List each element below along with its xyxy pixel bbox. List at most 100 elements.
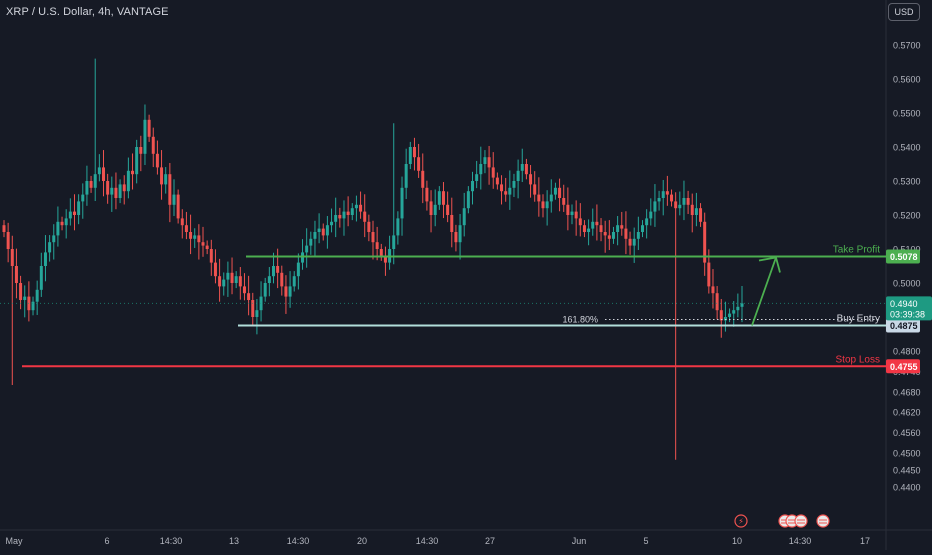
currency-button[interactable]: USD <box>888 3 920 21</box>
candle-body <box>520 164 524 171</box>
candle-body <box>504 191 508 195</box>
current-price-label: 0.4940 <box>890 299 918 309</box>
candle-body <box>524 164 528 175</box>
candle-body <box>14 266 18 283</box>
candle-body <box>317 228 321 232</box>
us-flag-icon[interactable] <box>794 514 808 528</box>
price-tick-label: 0.4400 <box>893 483 921 493</box>
candle-body <box>491 167 495 178</box>
candle-body <box>674 201 678 209</box>
price-tick-label: 0.4560 <box>893 428 921 438</box>
candle-body <box>247 293 251 300</box>
candle-body <box>114 187 118 198</box>
candle-body <box>458 225 462 243</box>
candle-body <box>715 293 719 311</box>
price-tick-label: 0.4500 <box>893 449 921 459</box>
candle-body <box>582 225 586 232</box>
candle-body <box>296 262 300 277</box>
price-tick-label: 0.5700 <box>893 41 921 51</box>
candle-body <box>421 170 425 188</box>
take-profit-price-label: 0.5078 <box>890 252 918 262</box>
time-tick-label: 20 <box>357 536 367 546</box>
time-tick-label: 14:30 <box>160 536 183 546</box>
candle-body <box>645 218 649 226</box>
us-flag-icon[interactable] <box>816 514 830 528</box>
candle-body <box>657 198 661 202</box>
time-tick-label: Jun <box>572 536 587 546</box>
candle-body <box>475 174 479 181</box>
candle-body <box>35 289 39 302</box>
time-tick-label: 14:30 <box>789 536 812 546</box>
candle-body <box>740 303 744 307</box>
candle-body <box>230 272 234 283</box>
price-tick-label: 0.4620 <box>893 408 921 418</box>
candle-body <box>632 238 636 246</box>
candle-body <box>64 218 68 226</box>
time-tick-label: May <box>5 536 23 546</box>
candle-body <box>205 245 209 249</box>
candle-body <box>383 255 387 263</box>
candle-body <box>558 187 562 198</box>
candle-body <box>6 232 10 249</box>
candle-body <box>259 296 263 311</box>
candle-body <box>110 187 114 195</box>
candle-body <box>640 225 644 232</box>
candle-body <box>653 201 657 212</box>
time-tick-label: 6 <box>104 536 109 546</box>
candle-body <box>139 147 143 154</box>
candle-body <box>48 242 52 253</box>
candle-body <box>184 225 188 232</box>
projection-arrow-line <box>751 257 777 326</box>
candle-body <box>661 191 665 198</box>
candle-body <box>160 167 164 185</box>
candle-body <box>603 232 607 236</box>
candle-body <box>102 167 106 181</box>
candle-body <box>566 204 570 215</box>
candle-body <box>180 218 184 226</box>
candle-body <box>209 249 213 263</box>
candle-body <box>168 174 172 205</box>
candle-body <box>321 228 325 236</box>
candle-body <box>147 119 151 137</box>
candle-body <box>367 221 371 232</box>
candle-body <box>587 228 591 232</box>
candle-body <box>400 187 404 219</box>
candle-body <box>155 153 159 168</box>
candle-body <box>97 167 101 175</box>
candle-body <box>533 184 537 195</box>
price-tick-label: 0.5000 <box>893 279 921 289</box>
candle-body <box>238 276 242 287</box>
candle-body <box>135 147 139 175</box>
candle-body <box>371 232 375 243</box>
candle-body <box>93 174 97 188</box>
candle-body <box>68 211 72 219</box>
candle-body <box>599 225 603 232</box>
candle-body <box>670 194 674 202</box>
candle-body <box>23 296 27 300</box>
candle-body <box>85 181 89 195</box>
candle-body <box>723 317 727 321</box>
candle-body <box>425 187 429 202</box>
flash-icon[interactable] <box>734 514 748 528</box>
candle-body <box>624 228 628 239</box>
candle-body <box>242 286 246 294</box>
candle-body <box>541 201 545 209</box>
candle-body <box>545 201 549 209</box>
candle-body <box>213 262 217 277</box>
candle-body <box>433 204 437 215</box>
time-tick-label: 14:30 <box>287 536 310 546</box>
candle-body <box>450 215 454 232</box>
candle-body <box>562 198 566 205</box>
candle-body <box>189 232 193 239</box>
candle-body <box>2 225 6 232</box>
candle-body <box>10 249 14 266</box>
price-tick-label: 0.5400 <box>893 143 921 153</box>
candle-body <box>649 211 653 219</box>
price-tick-label: 0.4680 <box>893 387 921 397</box>
countdown-label: 03:39:38 <box>890 309 925 319</box>
take-profit-price-tag <box>886 249 920 264</box>
time-tick-label: 27 <box>485 536 495 546</box>
candle-body <box>222 279 226 287</box>
